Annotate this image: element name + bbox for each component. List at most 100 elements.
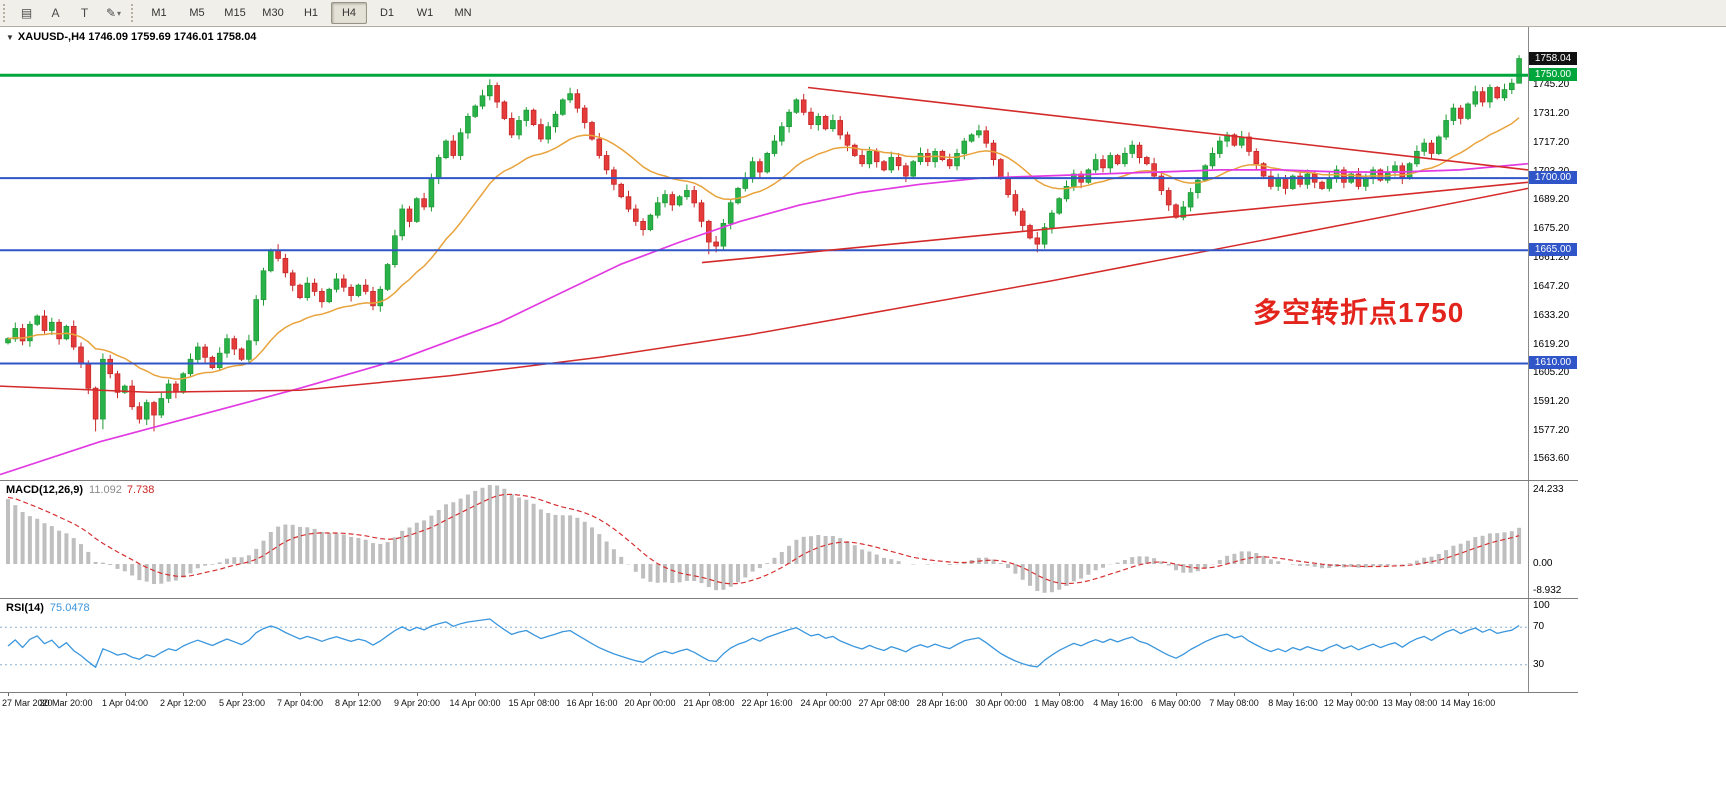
macd-canvas[interactable] [0,481,1528,599]
time-tick [417,693,418,696]
rsi-line [7,618,1520,668]
rsi-axis[interactable]: 100 70 30 [1528,599,1578,692]
time-label: 7 May 08:00 [1209,698,1259,708]
macd-name: MACD(12,26,9) [6,484,84,496]
time-tick [1001,693,1002,696]
time-tick [709,693,710,696]
timeframe-m1[interactable]: M1 [151,7,167,19]
chart-title-text: XAUUSD-,H4 1746.09 1759.69 1746.01 1758.… [17,31,257,43]
time-axis[interactable]: 27 Mar 2020 30 Mar 20:00 1 Apr 04:00 2 Apr … [0,692,1578,713]
ma-orange [7,117,1520,380]
time-label: 13 May 08:00 [1382,698,1438,708]
time-label: 1 May 08:00 [1034,698,1084,708]
time-tick [1293,693,1294,696]
price-tick: 1689.20 [1533,194,1570,205]
time-label: 14 Apr 00:00 [449,698,501,708]
text-a-tool[interactable]: A [51,6,60,20]
toolbar-grip-2[interactable] [131,4,135,22]
rsi-tick: 70 [1533,621,1545,632]
macd-value: 11.092 [89,484,122,496]
time-tick [1118,693,1119,696]
timeframe-m30[interactable]: M30 [262,7,284,19]
time-label: 28 Apr 16:00 [916,698,968,708]
macd-signal-line [7,493,1520,585]
macd-label: MACD(12,26,9) 11.092 7.738 [6,484,154,496]
timeframe-m5[interactable]: M5 [189,7,205,19]
rsi-value: 75.0478 [49,602,90,614]
time-tick [183,693,184,696]
macd-axis[interactable]: 24.233 0.00 -8.932 [1528,481,1578,598]
timeframe-h1[interactable]: H1 [303,7,319,19]
time-tick [300,693,301,696]
time-label: 5 Apr 23:00 [218,698,266,708]
price-tick: 1675.20 [1533,223,1570,234]
text-box-tool[interactable]: T [80,6,89,20]
time-label: 21 Apr 08:00 [683,698,735,708]
rsi-name: RSI(14) [6,602,44,614]
time-label: 22 Apr 16:00 [741,698,793,708]
rsi-panel[interactable]: RSI(14) 75.0478 100 70 30 [0,598,1578,692]
time-tick [125,693,126,696]
draw-tool-icon[interactable]: ✎ ▾ [105,6,122,20]
rsi-label: RSI(14) 75.0478 [6,602,90,614]
time-label: 27 Apr 08:00 [858,698,910,708]
tool-icons-group: ▤ A T ✎ ▾ [12,2,128,25]
time-label: 8 May 16:00 [1268,698,1318,708]
time-label: 4 May 16:00 [1093,698,1143,708]
dropdown-arrow-icon[interactable]: ▼ [6,33,14,42]
macd-tick: 0.00 [1533,558,1553,569]
price-badge: 1610.00 [1529,356,1577,369]
macd-tick: -8.932 [1533,585,1562,596]
time-label: 2 Apr 12:00 [159,698,207,708]
toolbar-grip[interactable] [3,4,7,22]
time-tick [1234,693,1235,696]
toolbar: ▤ A T ✎ ▾ M1 M5 M15 M30 H1 H4 D1 W1 MN [0,0,1726,27]
timeframe-w1[interactable]: W1 [416,7,434,19]
time-tick [534,693,535,696]
price-axis[interactable]: 1745.201731.201717.201703.201689.201675.… [1528,27,1578,480]
rsi-canvas[interactable] [0,599,1528,693]
timeframe-d1[interactable]: D1 [379,7,395,19]
macd-panel[interactable]: MACD(12,26,9) 11.092 7.738 24.233 0.00 -8.93… [0,480,1578,598]
time-tick [1059,693,1060,696]
candles-layer [5,55,1522,432]
time-label: 12 May 00:00 [1323,698,1379,708]
trendline-1 [701,181,1528,264]
chart-window: ▼ XAUUSD-,H4 1746.09 1759.69 1746.01 1758… [0,27,1578,713]
price-tick: 1563.60 [1533,453,1570,464]
time-label: 15 Apr 08:00 [508,698,560,708]
time-label: 16 Apr 16:00 [566,698,618,708]
timeframe-h4[interactable]: H4 [331,2,367,24]
time-label: 24 Apr 00:00 [800,698,852,708]
price-panel[interactable]: ▼ XAUUSD-,H4 1746.09 1759.69 1746.01 1758… [0,27,1578,480]
timeframe-m15[interactable]: M15 [224,7,246,19]
price-tick: 1619.20 [1533,339,1570,350]
timeframe-mn[interactable]: MN [454,7,472,19]
chart-title: ▼ XAUUSD-,H4 1746.09 1759.69 1746.01 1758… [6,31,256,43]
price-tick: 1605.20 [1533,367,1570,378]
price-tick: 1633.20 [1533,310,1570,321]
ma-red [0,187,1528,394]
dropdown-caret-icon: ▾ [117,8,122,18]
time-label: 8 Apr 12:00 [334,698,382,708]
price-chart-canvas[interactable] [0,27,1528,480]
time-tick [767,693,768,696]
rsi-tick: 100 [1533,600,1550,611]
price-tick: 1731.20 [1533,108,1570,119]
time-tick [884,693,885,696]
price-badge: 1665.00 [1529,243,1577,256]
chart-annotation: 多空转折点1750 [1253,297,1465,328]
price-tick: 1577.20 [1533,425,1570,436]
time-tick [8,693,9,696]
time-tick [1351,693,1352,696]
trendline-0 [807,86,1528,171]
price-tick: 1591.20 [1533,396,1570,407]
time-label: 6 May 00:00 [1151,698,1201,708]
price-badge: 1758.04 [1529,52,1577,65]
macd-histogram [6,485,1522,593]
price-badge: 1750.00 [1529,68,1577,81]
time-label: 1 Apr 04:00 [101,698,149,708]
chart-list-icon[interactable]: ▤ [20,6,33,20]
ma-magenta [0,162,1528,476]
time-tick [242,693,243,696]
